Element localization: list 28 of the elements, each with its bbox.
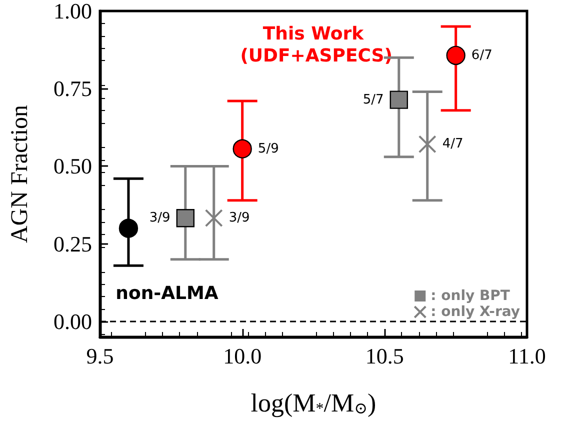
x-axis-title: log(M*/M⊙)	[250, 388, 376, 418]
x-tick-label: 9.5	[86, 344, 114, 368]
text: non-ALMA	[116, 283, 218, 304]
y-axis-title: AGN Fraction	[7, 105, 33, 243]
legend-label: : only BPT	[430, 288, 510, 304]
x-tick-label: 10.5	[365, 344, 404, 368]
x-tick-label: 10.0	[223, 344, 262, 368]
data-label: 3/9	[149, 210, 170, 226]
point	[204, 209, 223, 228]
data-label: 5/9	[258, 141, 279, 156]
y-tick-label: 1.00	[54, 0, 92, 24]
text: This Work (UDF+ASPECS)	[240, 24, 392, 67]
point	[418, 135, 436, 154]
point	[232, 139, 252, 158]
y-tick-label: 0.00	[54, 308, 92, 334]
data-label: 6/7	[471, 48, 492, 63]
point	[390, 90, 408, 109]
x-tick-label: 11.0	[508, 344, 546, 368]
y-tick-label: 0.50	[54, 154, 92, 179]
data-label: 5/7	[362, 92, 384, 108]
legend-label: : only X-ray	[430, 304, 520, 320]
data-label: 4/7	[442, 136, 464, 152]
data-label: 3/9	[228, 210, 250, 226]
point	[176, 208, 194, 228]
point	[446, 46, 466, 65]
y-tick-label: 0.75	[54, 76, 92, 102]
y-tick-label: 0.25	[54, 231, 92, 256]
point	[118, 218, 138, 238]
